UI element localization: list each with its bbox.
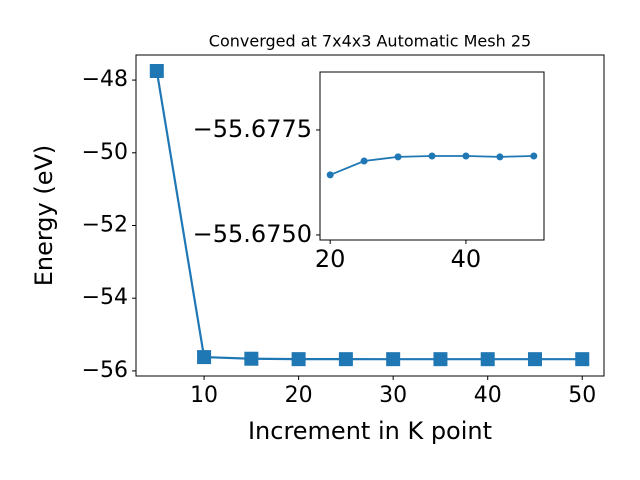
- marker: [291, 352, 306, 367]
- plot-frame: [319, 71, 545, 241]
- y-tick-label: −50: [82, 140, 128, 165]
- marker: [530, 152, 538, 160]
- marker: [394, 153, 402, 161]
- x-tick-label: 50: [568, 383, 596, 408]
- marker: [433, 352, 448, 367]
- chart-title: Converged at 7x4x3 Automatic Mesh 25: [209, 32, 531, 51]
- marker: [386, 352, 401, 367]
- marker: [326, 171, 334, 179]
- y-tick-label: −55.6775: [193, 115, 312, 143]
- y-axis-label: Energy (eV): [30, 145, 58, 287]
- plot-frame: [135, 54, 605, 377]
- x-tick-label: 40: [474, 383, 502, 408]
- marker: [496, 153, 504, 161]
- x-tick-label: 20: [285, 383, 313, 408]
- marker: [480, 352, 495, 367]
- marker: [149, 63, 164, 78]
- marker: [338, 352, 353, 367]
- marker: [360, 157, 368, 165]
- y-tick-label: −55.6750: [193, 220, 312, 248]
- marker: [575, 352, 590, 367]
- y-tick-label: −48: [82, 67, 128, 92]
- x-tick-label: 10: [190, 383, 218, 408]
- x-tick-label: 40: [451, 245, 482, 273]
- series-line: [155, 70, 583, 361]
- marker: [244, 351, 259, 366]
- marker: [527, 352, 542, 367]
- y-tick-label: −54: [82, 285, 128, 310]
- y-tick-label: −56: [82, 358, 128, 383]
- marker: [462, 152, 470, 160]
- x-tick-label: 30: [379, 383, 407, 408]
- marker: [197, 350, 212, 365]
- x-axis-label: Increment in K point: [248, 417, 492, 445]
- x-tick-label: 20: [315, 245, 346, 273]
- marker: [428, 152, 436, 160]
- y-tick-label: −52: [82, 212, 128, 237]
